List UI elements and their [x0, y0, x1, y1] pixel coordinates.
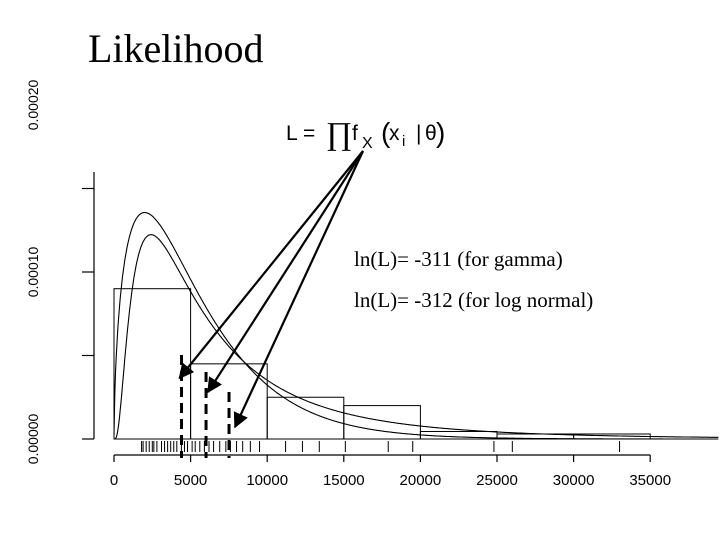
- formula-lhs: L: [286, 122, 298, 145]
- y-tick-label: 0.00020: [25, 79, 41, 130]
- x-tick-label: 30000: [553, 472, 595, 489]
- formula-close-paren: ): [436, 117, 445, 148]
- gamma-curve: [113, 211, 719, 440]
- x-tick-label: 10000: [246, 472, 288, 489]
- likelihood-arrow: [207, 150, 364, 394]
- x-tick-label: 5000: [174, 472, 207, 489]
- y-tick-label: 0.00010: [25, 246, 41, 297]
- x-tick-label: 35000: [629, 472, 671, 489]
- x-tick-label: 25000: [476, 472, 518, 489]
- formula-subscript-x: X: [362, 135, 373, 152]
- x-tick-label: 20000: [400, 472, 442, 489]
- y-tick-label: 0.00000: [25, 413, 41, 464]
- formula-theta: θ: [425, 122, 437, 145]
- slide-title: Likelihood: [88, 26, 264, 71]
- histogram-bar: [343, 405, 421, 440]
- likelihood-arrow: [178, 150, 364, 380]
- formula-f: f: [352, 122, 358, 145]
- x-tick-label: 15000: [323, 472, 365, 489]
- formula-product: ∏: [326, 115, 352, 151]
- formula-bar: |: [416, 122, 421, 145]
- likelihood-arrow: [233, 150, 364, 429]
- likelihood-formula: L = ∏ f X ( x i | θ ): [286, 115, 445, 152]
- histogram-chart: 0 5000 10000 15000 20000 25000 30000 35000 0.000…: [25, 79, 719, 489]
- x-tick-label: 0: [110, 472, 118, 489]
- formula-subscript-i: i: [402, 133, 405, 150]
- histogram-bar: [266, 396, 345, 440]
- note-lognormal: ln(L)= -312 (for log normal): [354, 288, 593, 312]
- histogram-bar: [113, 288, 192, 440]
- lognormal-curve: [114, 234, 719, 440]
- formula-equals: =: [303, 122, 315, 145]
- formula-open-paren: (: [381, 117, 391, 148]
- note-gamma: ln(L)= -311 (for gamma): [354, 247, 563, 271]
- formula-x: x: [389, 122, 400, 145]
